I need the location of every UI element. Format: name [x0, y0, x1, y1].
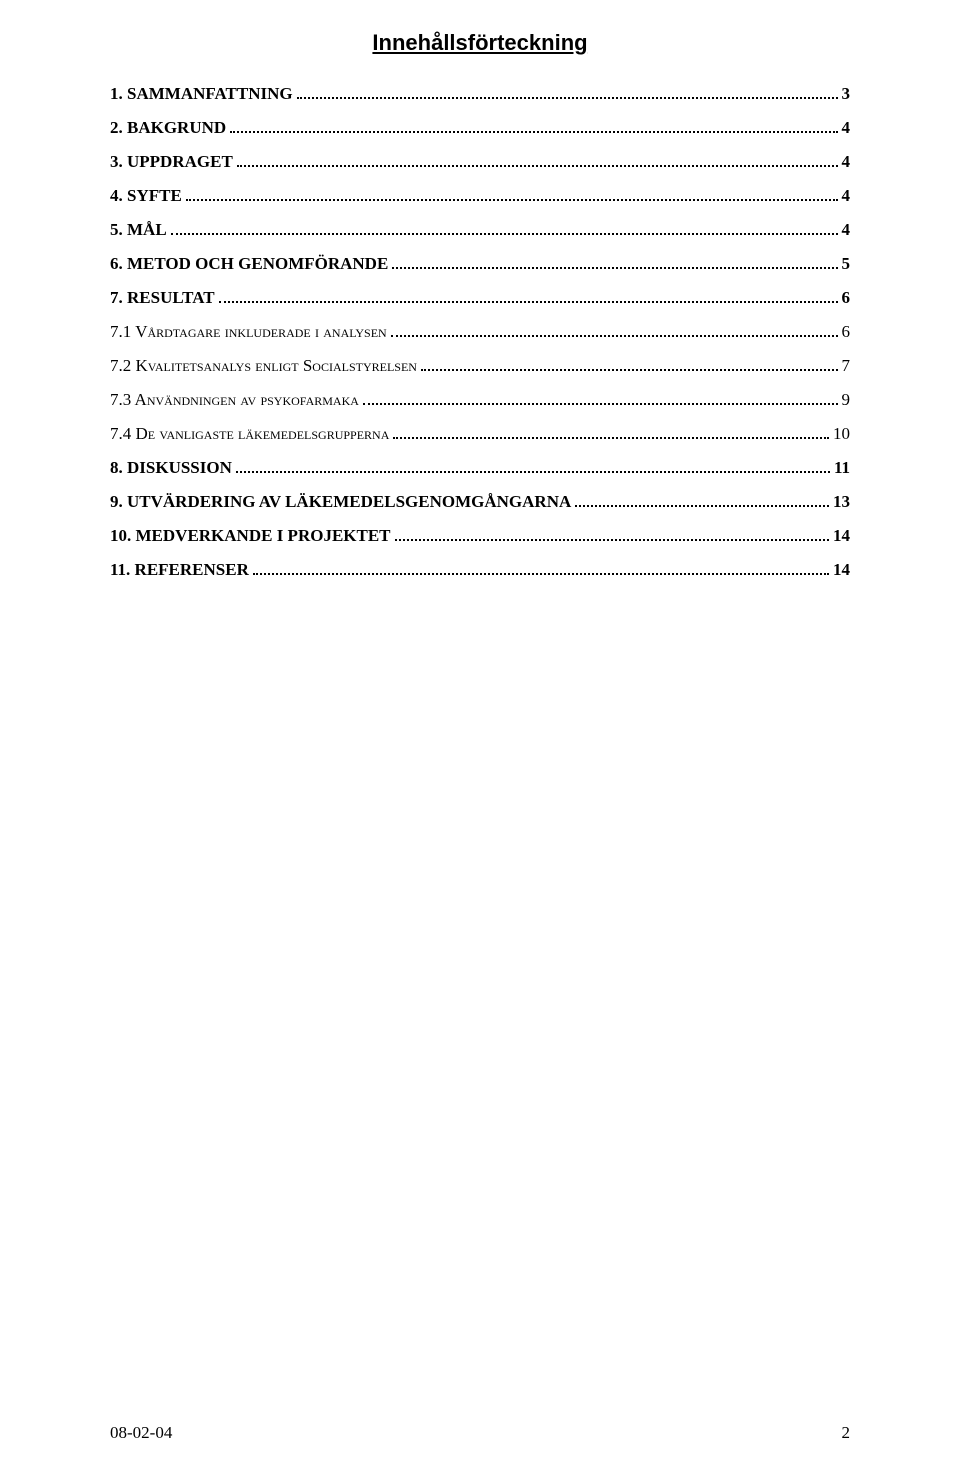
footer-page-number: 2	[842, 1423, 851, 1443]
toc-leader-dots	[393, 437, 829, 439]
toc-entry: 11. REFERENSER 14	[110, 560, 850, 580]
toc-entry-label: 1. SAMMANFATTNING	[110, 84, 293, 104]
toc-entry-page: 3	[842, 84, 851, 104]
toc-entry-page: 4	[842, 220, 851, 240]
toc-leader-dots	[253, 573, 829, 575]
toc-entry-label: 7. RESULTAT	[110, 288, 215, 308]
toc-list: 1. SAMMANFATTNING32. BAKGRUND43. UPPDRAG…	[110, 84, 850, 580]
toc-entry: 7.2 Kvalitetsanalys enligt Socialstyrels…	[110, 356, 850, 376]
toc-entry: 7.4 De vanligaste läkemedelsgrupperna 10	[110, 424, 850, 444]
toc-entry: 7.1 Vårdtagare inkluderade i analysen 6	[110, 322, 850, 342]
toc-entry-page: 6	[842, 322, 851, 342]
toc-entry-page: 9	[842, 390, 851, 410]
toc-entry-page: 7	[842, 356, 851, 376]
page-footer: 08-02-04 2	[110, 1423, 850, 1443]
toc-entry-page: 13	[833, 492, 850, 512]
toc-entry-label: 9. UTVÄRDERING AV LÄKEMEDELSGENOMGÅNGARN…	[110, 492, 571, 512]
toc-entry-page: 10	[833, 424, 850, 444]
toc-entry-label: 2. BAKGRUND	[110, 118, 226, 138]
toc-leader-dots	[186, 199, 838, 201]
toc-entry-label: 7.4 De vanligaste läkemedelsgrupperna	[110, 424, 389, 444]
toc-entry: 4. SYFTE 4	[110, 186, 850, 206]
toc-entry-label: 6. METOD OCH GENOMFÖRANDE	[110, 254, 388, 274]
toc-entry: 5. MÅL 4	[110, 220, 850, 240]
toc-entry: 3. UPPDRAGET 4	[110, 152, 850, 172]
toc-entry-page: 14	[833, 560, 850, 580]
toc-leader-dots	[575, 505, 829, 507]
toc-entry-page: 14	[833, 526, 850, 546]
toc-entry-label: 5. MÅL	[110, 220, 167, 240]
toc-entry-label: 7.3 Användningen av psykofarmaka	[110, 390, 359, 410]
toc-entry-label: 4. SYFTE	[110, 186, 182, 206]
toc-leader-dots	[237, 165, 838, 167]
toc-leader-dots	[421, 369, 838, 371]
toc-entry-label: 7.1 Vårdtagare inkluderade i analysen	[110, 322, 387, 342]
toc-entry: 8. DISKUSSION 11	[110, 458, 850, 478]
toc-entry-page: 4	[842, 118, 851, 138]
toc-leader-dots	[392, 267, 837, 269]
toc-leader-dots	[363, 403, 838, 405]
toc-entry-page: 11	[834, 458, 850, 478]
toc-entry-page: 4	[842, 186, 851, 206]
footer-date: 08-02-04	[110, 1423, 172, 1443]
toc-entry-page: 6	[842, 288, 851, 308]
toc-entry-label: 7.2 Kvalitetsanalys enligt Socialstyrels…	[110, 356, 417, 376]
toc-entry: 6. METOD OCH GENOMFÖRANDE 5	[110, 254, 850, 274]
toc-entry-page: 5	[842, 254, 851, 274]
toc-entry: 1. SAMMANFATTNING 3	[110, 84, 850, 104]
toc-entry: 7. RESULTAT 6	[110, 288, 850, 308]
toc-entry: 7.3 Användningen av psykofarmaka 9	[110, 390, 850, 410]
toc-leader-dots	[395, 539, 829, 541]
toc-entry: 2. BAKGRUND 4	[110, 118, 850, 138]
toc-leader-dots	[236, 471, 830, 473]
toc-entry-label: 11. REFERENSER	[110, 560, 249, 580]
toc-entry-page: 4	[842, 152, 851, 172]
toc-entry: 10. MEDVERKANDE I PROJEKTET 14	[110, 526, 850, 546]
toc-leader-dots	[391, 335, 838, 337]
toc-leader-dots	[171, 233, 838, 235]
toc-entry-label: 10. MEDVERKANDE I PROJEKTET	[110, 526, 391, 546]
toc-entry-label: 8. DISKUSSION	[110, 458, 232, 478]
toc-entry: 9. UTVÄRDERING AV LÄKEMEDELSGENOMGÅNGARN…	[110, 492, 850, 512]
page-title: Innehållsförteckning	[110, 30, 850, 56]
toc-leader-dots	[297, 97, 838, 99]
toc-leader-dots	[219, 301, 838, 303]
toc-leader-dots	[230, 131, 837, 133]
toc-entry-label: 3. UPPDRAGET	[110, 152, 233, 172]
